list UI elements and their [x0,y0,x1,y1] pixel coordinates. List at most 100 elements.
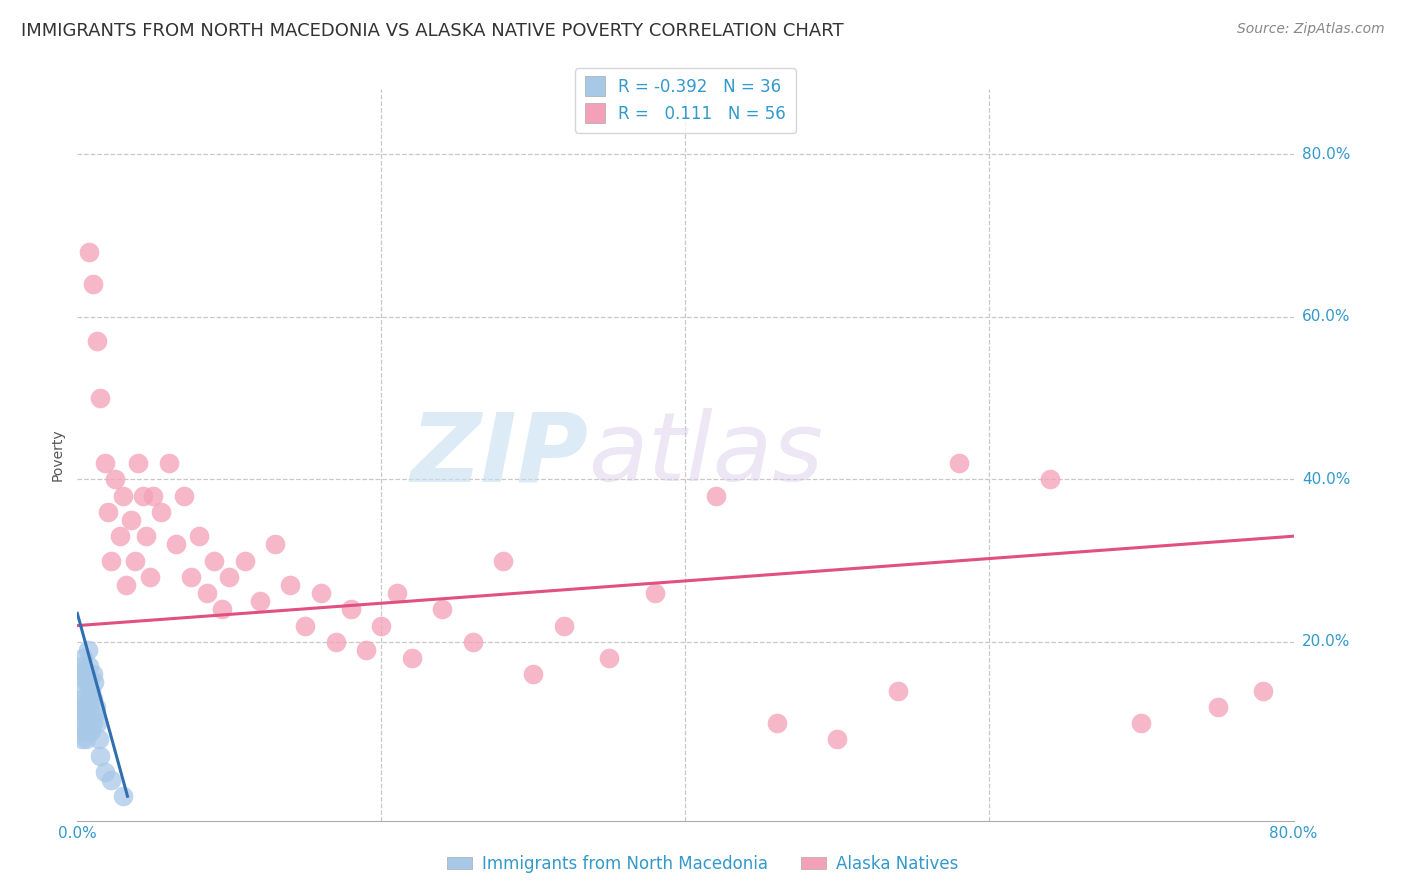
Point [93,764,115,779]
Point [79,659,101,673]
Point [67,716,90,731]
Point [80,683,103,698]
Point [1206,699,1229,714]
Text: IMMIGRANTS FROM NORTH MACEDONIA VS ALASKA NATIVE POVERTY CORRELATION CHART: IMMIGRANTS FROM NORTH MACEDONIA VS ALASK… [21,22,844,40]
Point [354,643,377,657]
Point [69,667,91,681]
Point [131,489,153,503]
Point [104,472,127,486]
Point [69,699,91,714]
Point [173,489,195,503]
Point [401,651,423,665]
Point [202,553,225,567]
Point [97,505,120,519]
Point [79,691,101,706]
Point [180,570,202,584]
Text: 20.0%: 20.0% [1302,634,1350,649]
Point [370,618,392,632]
Point [73,724,96,739]
Point [82,716,104,731]
Point [522,667,544,681]
Y-axis label: Poverty: Poverty [51,429,65,481]
Point [75,732,97,747]
Point [211,602,233,616]
Point [309,586,332,600]
Point [79,244,101,259]
Point [89,391,111,405]
Point [111,789,134,804]
Point [82,691,104,706]
Point [1251,683,1274,698]
Point [385,586,408,600]
Point [124,553,146,567]
Point [430,602,453,616]
Point [77,643,100,657]
Text: Source: ZipAtlas.com: Source: ZipAtlas.com [1237,22,1385,37]
Point [120,513,142,527]
Point [108,529,131,543]
Point [70,732,93,747]
Point [948,456,970,470]
Point [553,618,575,632]
Point [100,553,122,567]
Point [127,456,149,470]
Point [83,675,105,690]
Point [278,578,301,592]
Point [1039,472,1062,486]
Point [135,529,157,543]
Text: 60.0%: 60.0% [1302,310,1350,325]
Point [827,732,849,747]
Point [887,683,910,698]
Point [84,699,107,714]
Point [644,586,666,600]
Point [72,651,94,665]
Point [77,724,100,739]
Point [264,537,287,551]
Point [195,586,218,600]
Point [70,691,93,706]
Point [70,659,93,673]
Point [149,505,172,519]
Point [249,594,271,608]
Point [86,716,108,731]
Legend: R = -0.392   N = 36, R =   0.111   N = 56: R = -0.392 N = 36, R = 0.111 N = 56 [575,69,796,133]
Point [86,334,108,348]
Point [461,635,484,649]
Point [100,772,122,787]
Point [492,553,515,567]
Point [340,602,363,616]
Legend: Immigrants from North Macedonia, Alaska Natives: Immigrants from North Macedonia, Alaska … [440,848,966,880]
Point [598,651,620,665]
Text: atlas: atlas [588,409,823,501]
Point [87,732,110,747]
Point [89,748,111,763]
Text: ZIP: ZIP [411,409,588,501]
Point [73,699,96,714]
Point [142,489,165,503]
Point [157,456,180,470]
Point [82,277,104,292]
Text: 40.0%: 40.0% [1302,472,1350,487]
Point [75,708,97,723]
Point [83,708,105,723]
Point [111,489,134,503]
Point [115,578,138,592]
Point [72,683,94,698]
Point [72,716,94,731]
Point [704,489,727,503]
Point [93,456,115,470]
Point [77,699,100,714]
Point [188,529,211,543]
Point [75,675,97,690]
Point [82,667,104,681]
Point [325,635,347,649]
Point [73,667,96,681]
Point [294,618,316,632]
Point [79,716,101,731]
Point [165,537,187,551]
Point [80,724,103,739]
Text: 80.0%: 80.0% [1302,146,1350,161]
Point [77,675,100,690]
Point [1130,716,1153,731]
Point [765,716,787,731]
